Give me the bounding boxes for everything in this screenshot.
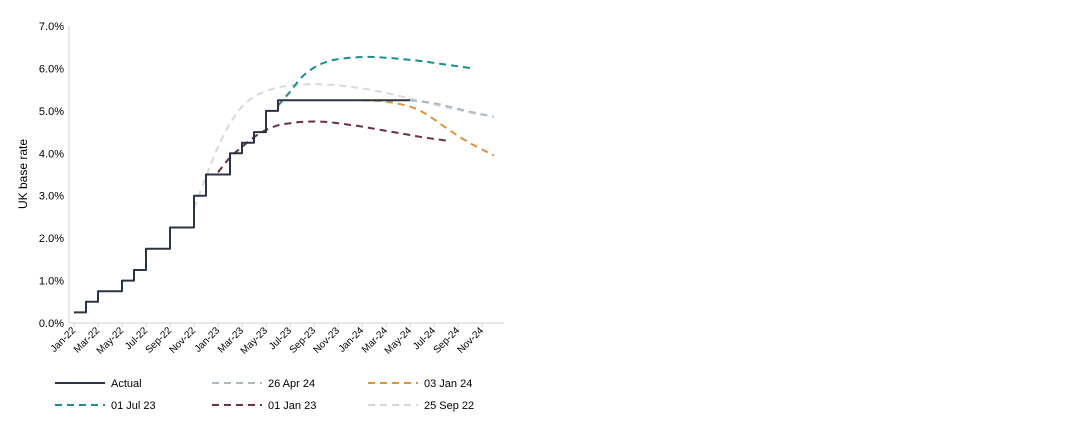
y-tick-label: 6.0%: [39, 63, 64, 75]
x-tick-label: May-24: [383, 325, 415, 357]
series-line-03-jan-24: [361, 99, 495, 157]
series-layer: [74, 55, 495, 314]
x-tick-label: May-23: [239, 325, 271, 357]
y-tick-label: 3.0%: [39, 191, 64, 203]
y-tick-label: 2.0%: [39, 233, 64, 245]
y-axis-label: UK base rate: [16, 139, 30, 209]
axes-layer: 0.0%1.0%2.0%3.0%4.0%5.0%6.0%7.0%Jan-22Ma…: [39, 21, 504, 357]
x-tick-label: Nov-24: [456, 325, 487, 356]
x-tick-label: Nov-22: [168, 325, 199, 356]
series-line-25-sep-22: [193, 83, 483, 209]
y-tick-label: 5.0%: [39, 106, 64, 118]
legend-label: 01 Jan 23: [268, 400, 316, 412]
y-tick-label: 1.0%: [39, 276, 64, 288]
legend-label: 26 Apr 24: [268, 378, 315, 390]
legend-label: 03 Jan 24: [424, 378, 472, 390]
x-tick-label: Nov-23: [312, 325, 343, 356]
legend-label: Actual: [111, 378, 142, 390]
series-line-actual: [74, 99, 410, 314]
y-tick-label: 4.0%: [39, 148, 64, 160]
legend-label: 01 Jul 23: [111, 400, 156, 412]
legend-label: 25 Sep 22: [424, 400, 474, 412]
series-line-26-apr-24: [409, 99, 495, 118]
y-tick-label: 0.0%: [39, 318, 64, 330]
y-tick-label: 7.0%: [39, 21, 64, 33]
series-line-01-jan-23: [217, 120, 447, 174]
x-tick-label: May-22: [95, 325, 127, 357]
series-line-01-jul-23: [277, 55, 471, 107]
legend: Actual 26 Apr 24 03 Jan 24 01 Jul 23 01 Jan …: [55, 378, 474, 412]
